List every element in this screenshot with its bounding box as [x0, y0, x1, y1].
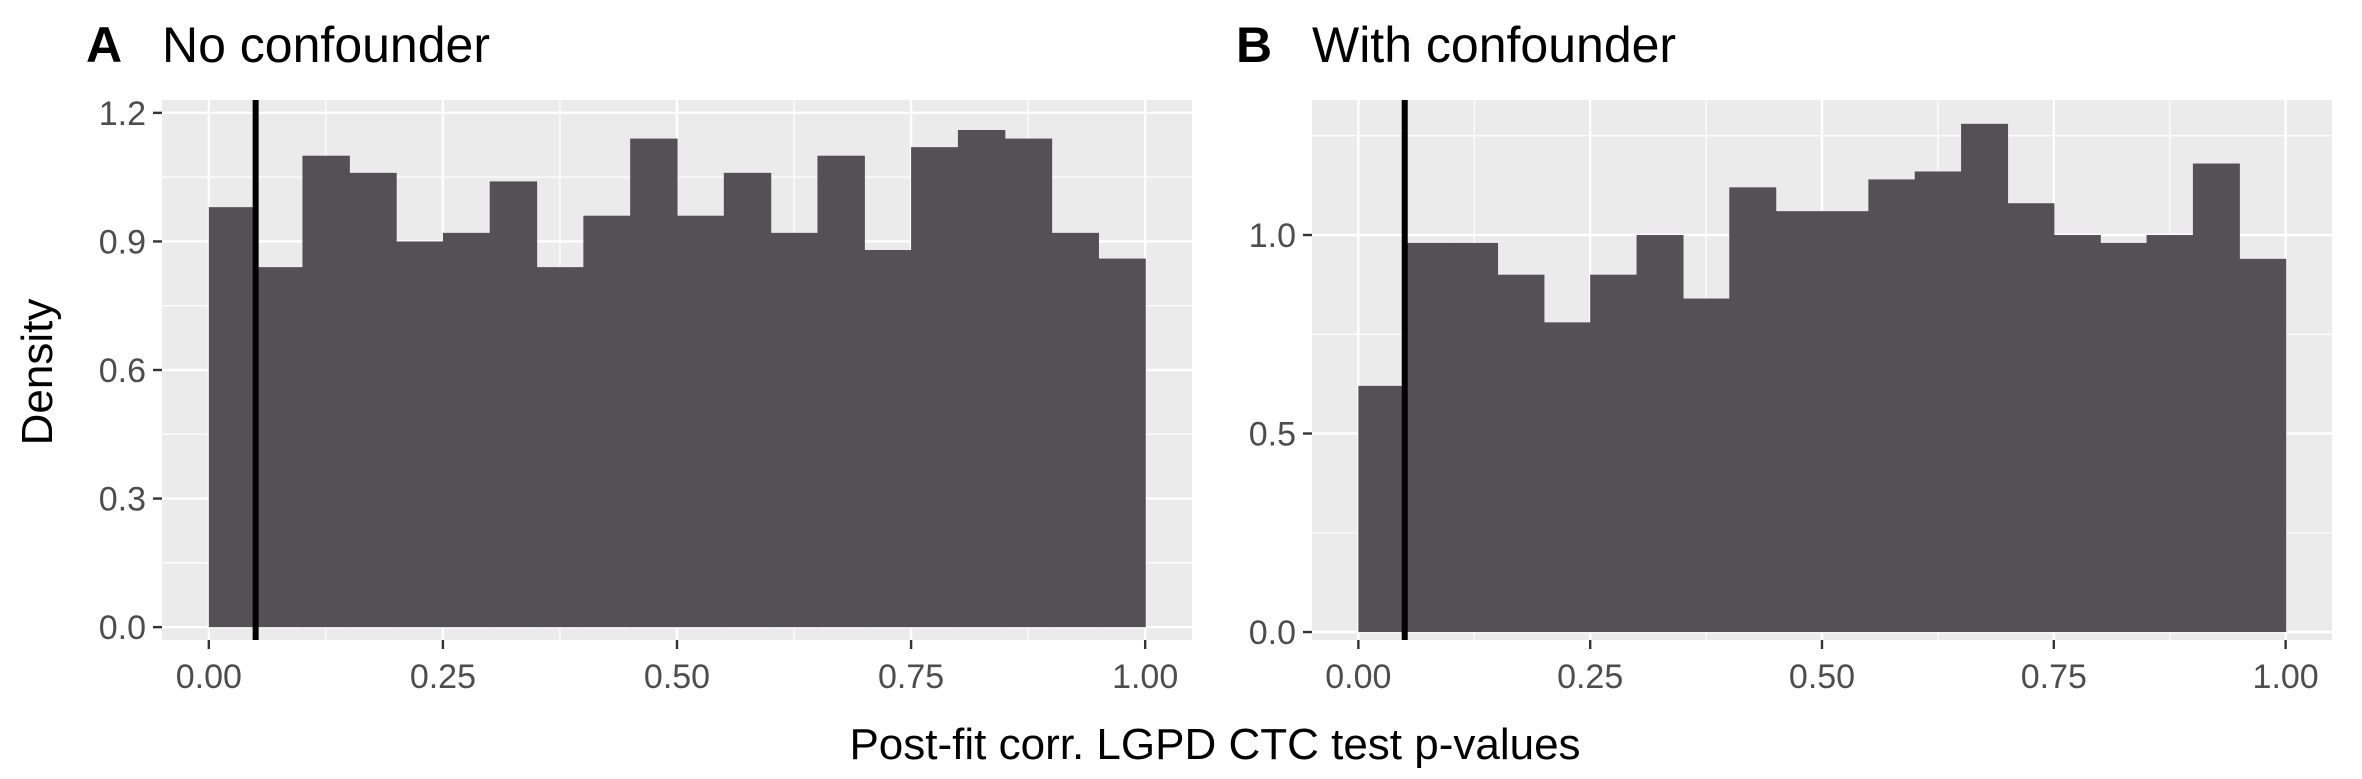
x-tick-label: 0.50: [1789, 658, 1855, 696]
histogram-bar: [1497, 274, 1545, 633]
y-tick-label: 1.2: [99, 95, 146, 133]
histogram-bar: [677, 215, 725, 628]
histogram-bar: [349, 172, 397, 628]
x-axis-title: Post-fit corr. LGPD CTC test p-values: [849, 720, 1580, 769]
histogram-bar: [2146, 235, 2194, 633]
histogram-bar: [442, 232, 491, 628]
histogram-bar: [208, 207, 257, 628]
histogram-bar: [1729, 187, 1777, 633]
y-tick-label: 0.0: [1249, 614, 1296, 652]
histogram-bar: [2239, 258, 2287, 633]
histogram-bar: [302, 155, 350, 628]
histogram-bar: [1590, 274, 1638, 633]
panel-tag: B: [1236, 17, 1272, 73]
x-tick-label: 0.00: [176, 658, 242, 696]
histogram-bar: [536, 267, 584, 628]
histogram-bar: [1098, 258, 1146, 628]
panel-a: 0.00 0.25 0.50 0.75 1.00 0.0 0.3 0.6 0.9 1.2 A No c…: [86, 17, 1192, 696]
y-tick-label: 0.6: [99, 352, 146, 390]
histogram-bar: [864, 250, 912, 628]
x-tick-label: 0.00: [1325, 658, 1391, 696]
x-tick-label: 0.25: [1557, 658, 1623, 696]
histogram-bar: [1404, 242, 1452, 633]
x-tick-label: 0.75: [878, 658, 944, 696]
y-tick-label: 0.0: [99, 609, 146, 647]
histogram-bar: [1775, 211, 1823, 633]
histogram-bar: [723, 172, 772, 628]
y-axis-title: Density: [13, 299, 62, 446]
histogram-bar: [630, 138, 678, 628]
histogram-bar: [1822, 211, 1869, 633]
histogram-bar: [1914, 171, 1962, 633]
panel-b: 0.00 0.25 0.50 0.75 1.00 0.0 0.5 1.0 B With confo…: [1236, 17, 2332, 696]
y-tick-label: 0.3: [99, 481, 146, 519]
histogram-bar: [770, 232, 819, 628]
histogram-bar: [2007, 203, 2055, 633]
panel-title: With confounder: [1312, 17, 1676, 73]
y-tick-label: 1.0: [1249, 217, 1296, 255]
x-tick-label: 0.75: [2021, 658, 2087, 696]
histogram-bar: [957, 130, 1006, 628]
histogram-bar: [1358, 385, 1406, 633]
histogram-bar: [1004, 138, 1053, 628]
histogram-bar: [255, 267, 304, 628]
panel-title: No confounder: [162, 17, 490, 73]
x-tick-label: 0.50: [644, 658, 710, 696]
histogram-bar: [583, 215, 631, 628]
histogram-bar: [1682, 298, 1730, 633]
histogram-bar: [1868, 179, 1916, 633]
histogram-bar: [1961, 123, 2009, 633]
panel-tag: A: [86, 17, 122, 73]
x-tick-label: 0.25: [410, 658, 476, 696]
histogram-bar: [2100, 242, 2148, 633]
x-tick-label: 1.00: [2253, 658, 2319, 696]
y-tick-label: 0.9: [99, 223, 146, 261]
histogram-bar: [2053, 235, 2101, 633]
histogram-bar: [1451, 242, 1499, 633]
histogram-bar: [911, 147, 959, 628]
histogram-bar: [817, 155, 865, 628]
histogram-bar: [1636, 235, 1684, 633]
histogram-bar: [1051, 232, 1099, 628]
histogram-bar: [2192, 163, 2240, 633]
histogram-bar: [1543, 322, 1591, 633]
histogram-bar: [489, 181, 538, 628]
x-tick-label: 1.00: [1112, 658, 1178, 696]
histogram-bar: [396, 241, 444, 628]
y-tick-label: 0.5: [1249, 416, 1296, 454]
